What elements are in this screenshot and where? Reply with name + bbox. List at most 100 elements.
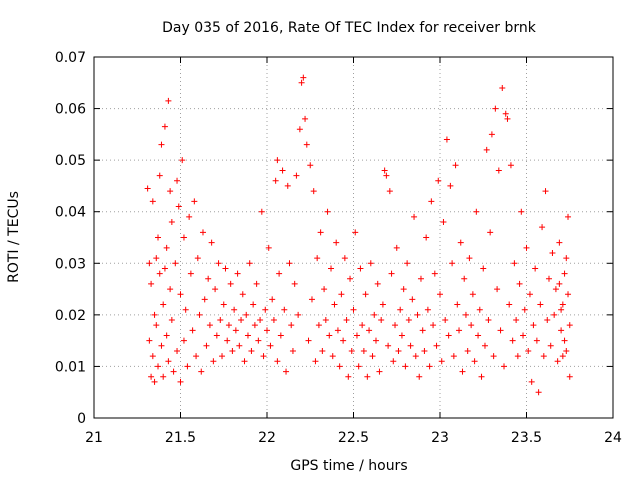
data-point xyxy=(205,275,212,282)
data-point xyxy=(213,332,220,339)
data-point xyxy=(379,301,386,308)
data-point xyxy=(281,306,288,313)
data-point xyxy=(504,115,511,122)
data-point xyxy=(431,270,438,277)
data-point xyxy=(478,373,485,380)
data-point xyxy=(163,332,170,339)
data-point xyxy=(239,291,246,298)
data-point xyxy=(554,358,561,365)
data-point xyxy=(480,265,487,272)
data-point xyxy=(514,353,521,360)
data-point xyxy=(180,234,187,241)
data-point xyxy=(466,255,473,262)
data-point xyxy=(488,131,495,138)
data-point xyxy=(180,337,187,344)
data-point xyxy=(288,322,295,329)
data-point xyxy=(210,358,217,365)
data-point xyxy=(146,337,153,344)
x-tick-label: 24 xyxy=(604,430,622,446)
data-point xyxy=(229,347,236,354)
data-point xyxy=(151,378,158,385)
data-point xyxy=(331,301,338,308)
data-point xyxy=(494,286,501,293)
data-point xyxy=(336,363,343,370)
y-tick-label: 0.02 xyxy=(55,308,86,324)
data-point xyxy=(355,363,362,370)
data-point xyxy=(206,322,213,329)
data-point xyxy=(191,198,198,205)
data-point xyxy=(319,347,326,354)
data-point xyxy=(163,244,170,251)
data-point xyxy=(174,347,181,354)
data-point xyxy=(227,280,234,287)
data-point xyxy=(201,296,208,303)
data-point xyxy=(187,270,194,277)
data-point xyxy=(345,373,352,380)
data-point xyxy=(333,239,340,246)
data-point xyxy=(371,311,378,318)
data-point xyxy=(321,286,328,293)
data-point xyxy=(347,275,354,282)
data-point xyxy=(359,322,366,329)
data-point xyxy=(167,286,174,293)
data-point xyxy=(433,342,440,349)
data-point xyxy=(225,322,232,329)
data-point xyxy=(558,327,565,334)
data-point xyxy=(184,363,191,370)
data-point xyxy=(540,353,547,360)
data-point xyxy=(459,368,466,375)
data-point xyxy=(506,301,513,308)
data-point xyxy=(161,123,168,130)
data-point xyxy=(289,347,296,354)
data-point xyxy=(160,301,167,308)
data-point xyxy=(199,229,206,236)
data-point xyxy=(165,97,172,104)
data-point xyxy=(182,306,189,313)
data-point xyxy=(224,337,231,344)
data-point xyxy=(170,368,177,375)
x-axis-label: GPS time / hours xyxy=(290,458,407,474)
data-point xyxy=(369,353,376,360)
data-point xyxy=(238,317,245,324)
data-point xyxy=(511,260,518,267)
data-point xyxy=(198,368,205,375)
data-point xyxy=(437,291,443,298)
data-point xyxy=(208,239,215,246)
data-point xyxy=(151,311,158,318)
data-point xyxy=(551,311,558,318)
data-point xyxy=(563,347,570,354)
data-point xyxy=(561,337,568,344)
data-point xyxy=(426,363,433,370)
data-point xyxy=(317,229,324,236)
data-point xyxy=(411,213,418,220)
data-point xyxy=(481,342,488,349)
data-point xyxy=(168,219,175,226)
data-point xyxy=(149,353,156,360)
data-point xyxy=(526,291,533,298)
data-point xyxy=(516,280,523,287)
data-point xyxy=(563,255,570,262)
y-tick-label: 0.07 xyxy=(55,50,86,66)
data-point xyxy=(153,322,160,329)
data-point xyxy=(149,198,156,205)
data-point xyxy=(270,317,277,324)
x-tick-label: 21.5 xyxy=(165,430,196,446)
data-point xyxy=(295,311,302,318)
data-point xyxy=(409,296,416,303)
data-point xyxy=(300,74,307,81)
data-point xyxy=(153,255,160,262)
data-point xyxy=(497,327,504,334)
data-point xyxy=(241,358,248,365)
data-point xyxy=(272,177,279,184)
data-point xyxy=(193,353,200,360)
data-point xyxy=(530,322,537,329)
data-point xyxy=(392,322,399,329)
data-point xyxy=(565,213,572,220)
data-point xyxy=(338,291,345,298)
data-point xyxy=(148,280,155,287)
data-point xyxy=(525,347,532,354)
data-point xyxy=(274,157,281,164)
data-point xyxy=(222,265,229,272)
data-point xyxy=(148,373,155,380)
data-point xyxy=(539,224,546,231)
